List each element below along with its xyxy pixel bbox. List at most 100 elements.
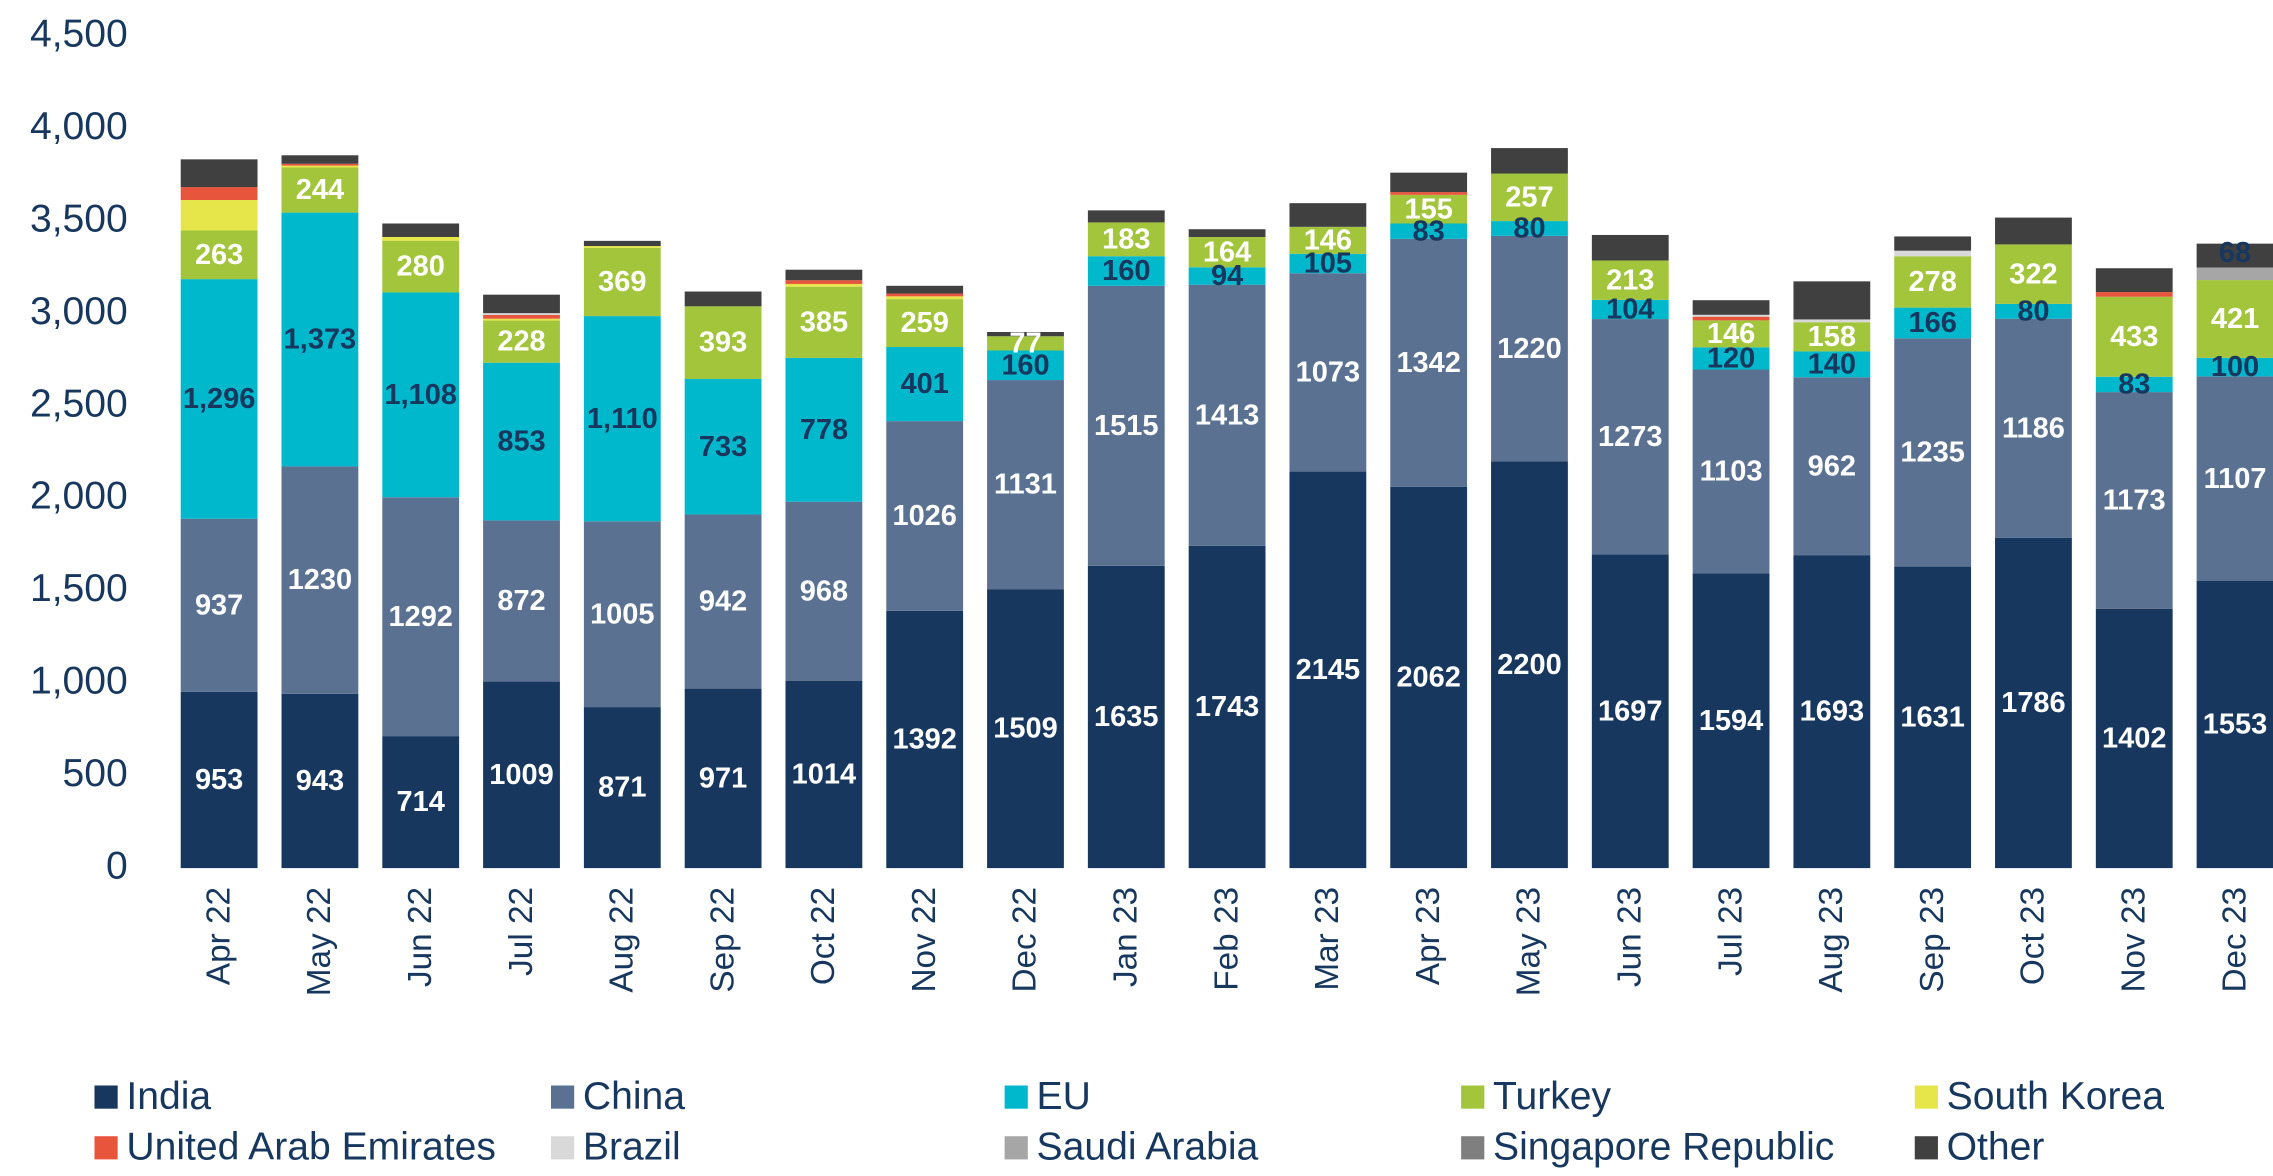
bar-segment — [281, 155, 359, 164]
legend-label: Brazil — [583, 1126, 681, 1169]
bar-segment — [1591, 299, 1669, 320]
bar-segment — [1995, 217, 2072, 245]
bar-segment — [1793, 555, 1871, 869]
x-tick-label: Mar 23 — [1309, 887, 1346, 991]
bar-segment — [987, 336, 1064, 351]
data-label: 1220 — [1497, 333, 1561, 365]
bar-segment — [382, 236, 460, 241]
data-label: 120 — [1707, 343, 1755, 375]
data-label: 104 — [1606, 294, 1654, 326]
y-tick-label: 1,000 — [30, 660, 128, 703]
x-tick-label: Aug 22 — [604, 887, 641, 993]
bar-segment — [1289, 273, 1367, 472]
x-tick-label: Sep 23 — [1914, 887, 1951, 993]
bar-segment — [1087, 256, 1165, 286]
legend-label: South Korea — [1947, 1075, 2165, 1118]
bar-segment — [483, 520, 560, 682]
bar-segment — [1894, 307, 1972, 339]
bar-segment — [2196, 280, 2273, 358]
bar-segment — [886, 346, 964, 422]
data-label: 146 — [1707, 318, 1755, 350]
data-label: 213 — [1606, 264, 1654, 296]
legend-swatch — [94, 1085, 118, 1109]
data-label: 146 — [1304, 224, 1352, 256]
bar-segment — [1087, 222, 1165, 257]
data-label: 1697 — [1598, 695, 1662, 727]
bar-segment — [1793, 322, 1871, 352]
data-label: 244 — [296, 174, 344, 206]
x-tick-label: Feb 23 — [1208, 887, 1245, 991]
data-label: 942 — [699, 586, 747, 618]
bar-segment — [483, 362, 560, 521]
data-label: 158 — [1808, 321, 1856, 353]
bar-segment — [281, 693, 359, 869]
bar-segment — [1491, 461, 1568, 869]
legend-label: EU — [1037, 1075, 1091, 1118]
bar-segment — [886, 421, 964, 611]
data-label: 1,373 — [284, 324, 357, 356]
bar-segment — [180, 200, 258, 231]
bar-segment — [180, 279, 258, 519]
legend-swatch — [551, 1085, 575, 1109]
bar-segment — [180, 518, 258, 692]
bar-segment — [382, 292, 460, 498]
data-label: 1014 — [792, 758, 856, 790]
data-label: 1,108 — [384, 379, 457, 411]
legend-label: China — [583, 1075, 685, 1118]
x-tick-label: May 23 — [1511, 887, 1548, 996]
x-tick-label: Oct 22 — [805, 887, 842, 985]
data-label: 778 — [800, 414, 848, 446]
data-label: 263 — [195, 239, 243, 271]
bar-segment — [1087, 210, 1165, 223]
data-label: 155 — [1404, 193, 1452, 225]
bar-segment — [684, 291, 762, 307]
data-label: 2145 — [1296, 654, 1360, 686]
bar-segment — [1793, 377, 1871, 556]
bar-segment — [1793, 319, 1871, 323]
data-label: 937 — [195, 589, 243, 621]
data-label: 401 — [901, 368, 949, 400]
data-label: 1,296 — [183, 383, 256, 415]
data-label: 1509 — [993, 713, 1057, 745]
data-label: 1402 — [2102, 723, 2166, 755]
x-tick-label: Dec 23 — [2216, 887, 2253, 993]
bar-segment — [684, 378, 762, 515]
data-label: 1,110 — [587, 403, 658, 435]
data-label: 1743 — [1195, 691, 1259, 723]
data-label: 1073 — [1296, 357, 1360, 389]
bar-segment — [785, 280, 863, 284]
data-label: 80 — [2017, 295, 2049, 327]
bar-segment — [1491, 148, 1568, 174]
bar-segment — [382, 223, 460, 237]
bar-segment — [785, 283, 863, 287]
data-label: 1235 — [1900, 437, 1964, 469]
legend-label: United Arab Emirates — [126, 1126, 496, 1169]
x-tick-label: Nov 22 — [906, 887, 943, 993]
bar-segment — [785, 501, 863, 681]
bar-segment — [684, 306, 762, 379]
bar-segment — [1692, 347, 1770, 370]
data-label: 140 — [1808, 348, 1856, 380]
bar-segment — [1188, 267, 1266, 285]
bar-segment — [987, 380, 1064, 590]
bar-segment — [483, 294, 560, 314]
data-label: 421 — [2211, 303, 2259, 335]
data-label: 1342 — [1396, 347, 1460, 379]
data-label: 1005 — [590, 598, 654, 630]
bar-segment — [1188, 284, 1266, 546]
data-label: 369 — [598, 266, 646, 298]
bar-segment — [2095, 608, 2173, 869]
data-label: 1693 — [1800, 696, 1864, 728]
data-label: 1392 — [892, 724, 956, 756]
bar-segment — [180, 230, 258, 280]
data-label: 257 — [1505, 181, 1553, 213]
bar-segment — [2196, 581, 2273, 869]
legend-swatch — [1004, 1136, 1028, 1160]
data-label: 1292 — [388, 601, 452, 633]
bar-segment — [1995, 244, 2072, 304]
legend-label: India — [126, 1075, 211, 1118]
data-label: 2062 — [1396, 662, 1460, 694]
data-label: 1173 — [2103, 485, 2166, 517]
bar-segment — [2196, 267, 2273, 281]
bar-segment — [382, 497, 460, 737]
